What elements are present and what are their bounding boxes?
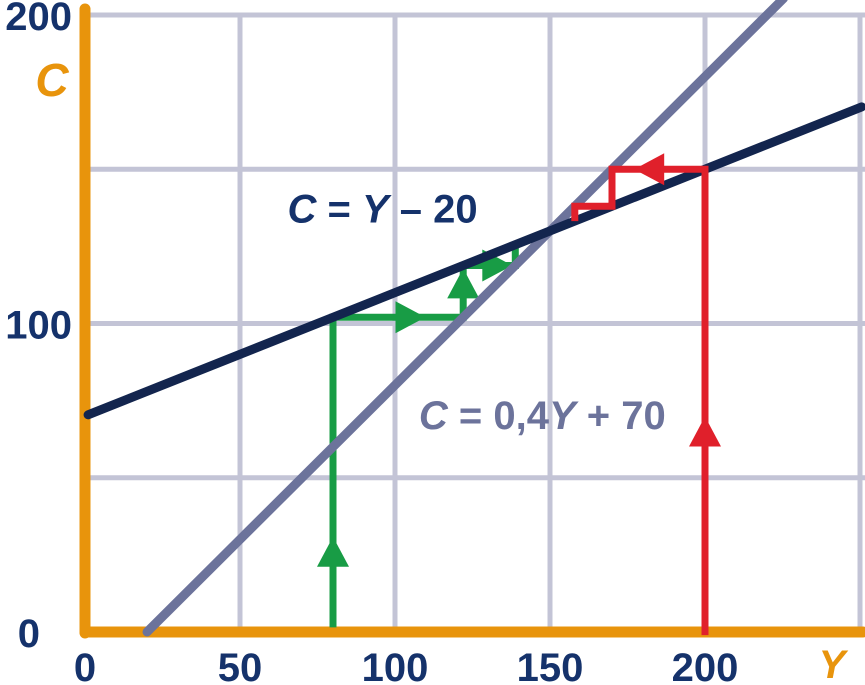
x-tick-label-50: 50 (218, 646, 263, 685)
adjustment-path-from-y200-arrow-left (634, 153, 665, 186)
label-c-equals-04y-plus-70: C = 0,4Y + 70 (419, 394, 666, 438)
y-tick-label-200: 200 (5, 0, 72, 39)
label-c-equals-y-minus-20: C = Y – 20 (288, 187, 478, 231)
adjustment-path-from-y80-arrow-right (395, 301, 426, 334)
adjustment-path-from-y80-arrow-up (447, 268, 480, 299)
x-tick-label-0: 0 (74, 646, 96, 685)
x-tick-label-200: 200 (672, 646, 739, 685)
y-tick-label-100: 100 (5, 304, 72, 348)
line-c-equals-04y-plus-70 (83, 102, 865, 420)
x-tick-label-100: 100 (362, 646, 429, 685)
y-axis-label: C (35, 54, 69, 106)
adjustment-path-from-y80-arrow-up (317, 536, 349, 567)
x-axis-label: Y (819, 643, 849, 685)
x-tick-label-150: 150 (517, 646, 584, 685)
line-c-equals-y-minus-20 (142, 0, 788, 637)
adjustment-path-from-y200 (571, 165, 709, 636)
y-tick-label-0: 0 (18, 612, 40, 656)
adjustment-path-from-y200-arrow-up (689, 416, 721, 447)
